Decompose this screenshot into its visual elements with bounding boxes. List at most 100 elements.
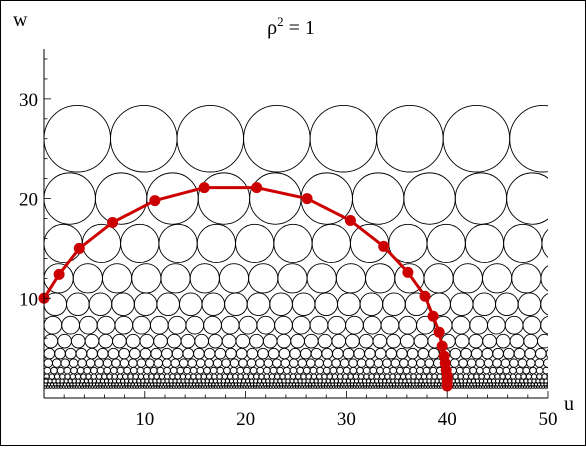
lattice-circle-row-0	[309, 105, 378, 173]
lattice-circle-row-8	[306, 358, 316, 368]
lattice-circle-row-2	[44, 223, 83, 264]
lattice-circle-row-11	[289, 378, 295, 384]
lattice-circle-row-8	[348, 358, 358, 368]
lattice-circle-row-11	[71, 378, 77, 384]
lattice-circle-row-7	[310, 347, 323, 360]
lattice-circle-row-11	[132, 378, 138, 384]
lattice-circle-row-11	[241, 378, 247, 384]
lattice-circle-row-7	[385, 347, 398, 360]
lattice-circle-row-10	[426, 373, 433, 380]
lattice-circle-row-10	[279, 373, 286, 380]
lattice-circle-row-10	[489, 373, 496, 380]
lattice-circle-row-10	[132, 373, 139, 380]
lattice-circle-row-11	[257, 378, 263, 384]
lattice-circle-row-9	[283, 366, 291, 375]
lattice-circle-row-8	[339, 358, 350, 368]
lattice-circle-row-10	[368, 373, 375, 380]
x-tick-label: 50	[539, 409, 558, 430]
lattice-circle-row-10	[247, 373, 255, 380]
lattice-circle-row-0	[376, 105, 444, 173]
lattice-circle-row-4	[540, 293, 548, 316]
lattice-circle-row-11	[55, 378, 61, 384]
x-axis-label: u	[564, 393, 574, 415]
lattice-circle-row-8	[212, 358, 223, 368]
lattice-circle-row-9	[376, 366, 384, 375]
lattice-circle-row-10	[510, 373, 517, 380]
lattice-circle-row-6	[57, 333, 72, 349]
lattice-circle-row-9	[50, 366, 58, 375]
lattice-circle-row-2	[196, 223, 236, 264]
lattice-circle-row-6	[482, 333, 497, 349]
lattice-circle-row-11	[208, 378, 214, 384]
lattice-circle-row-7	[481, 347, 494, 360]
lattice-circle-row-9	[522, 366, 531, 375]
lattice-circle-row-10	[227, 373, 234, 380]
lattice-circle-row-10	[473, 373, 480, 380]
lattice-circle-row-5	[362, 315, 382, 335]
lattice-circle-row-7	[321, 347, 333, 360]
red-data-point	[433, 326, 445, 338]
lattice-circle-row-0	[509, 105, 548, 173]
lattice-circle-row-11	[454, 378, 460, 384]
lattice-circle-row-4	[111, 292, 135, 317]
lattice-circle-row-7	[54, 347, 66, 360]
lattice-circle-row-10	[48, 373, 55, 380]
lattice-circle-row-9	[189, 366, 198, 375]
lattice-circle-row-8	[322, 358, 333, 368]
lattice-circle-row-4	[517, 292, 542, 317]
lattice-circle-row-3	[102, 263, 133, 294]
lattice-circle-row-4	[291, 292, 316, 317]
lattice-circle-row-5	[504, 315, 524, 335]
lattice-circle-row-3	[482, 263, 513, 294]
lattice-circle-row-10	[316, 373, 323, 380]
lattice-circle-row-8	[263, 358, 274, 368]
lattice-circle-row-10	[331, 373, 338, 380]
lattice-circle-row-11	[233, 378, 238, 384]
lattice-circle-row-11	[140, 378, 146, 384]
lattice-circle-row-10	[221, 373, 228, 380]
lattice-circle-row-10	[300, 373, 307, 380]
lattice-circle-row-9	[316, 366, 324, 375]
lattice-circle-row-10	[143, 373, 150, 380]
lattice-circle-row-4	[88, 292, 113, 317]
lattice-circle-row-9	[329, 366, 338, 375]
y-tick-label: 30	[19, 90, 38, 111]
lattice-circle-row-5	[327, 315, 347, 335]
lattice-circle-row-6	[194, 333, 209, 349]
lattice-circle-row-11	[99, 378, 105, 384]
lattice-circle-row-10	[174, 373, 181, 380]
lattice-circle-row-9	[203, 366, 211, 375]
axes: 10 20 30 40 50 10 20 30	[19, 49, 558, 430]
red-curve-group	[38, 182, 453, 392]
lattice-circle-row-9	[296, 366, 304, 375]
lattice-circle-row-11	[515, 378, 521, 384]
lattice-circle-row-11	[176, 378, 182, 384]
lattice-circle-row-10	[64, 373, 71, 380]
lattice-circle-row-9	[196, 366, 205, 375]
lattice-circle-row-8	[543, 358, 548, 368]
lattice-circle-row-11	[172, 378, 178, 384]
lattice-circle-row-9	[116, 366, 125, 375]
lattice-circle-row-8	[128, 358, 138, 368]
lattice-circle-row-7	[139, 347, 152, 360]
lattice-circle-row-7	[203, 347, 216, 360]
lattice-circle-row-9	[369, 366, 378, 375]
lattice-circle-row-11	[95, 378, 101, 384]
lattice-circle-row-1	[44, 172, 96, 225]
lattice-circle-row-9	[143, 366, 151, 375]
lattice-circle-row-9	[56, 366, 65, 375]
lattice-circle-row-11	[273, 378, 279, 384]
lattice-circle-row-6	[454, 333, 470, 349]
lattice-circle-row-7	[193, 347, 205, 360]
lattice-circle-row-8	[255, 358, 265, 368]
circle-grid	[44, 105, 548, 389]
lattice-circle-row-7	[396, 347, 408, 360]
lattice-circle-row-7	[492, 347, 504, 360]
lattice-circle-row-2	[311, 223, 351, 264]
lattice-circle-row-11	[499, 378, 505, 384]
lattice-circle-row-5	[398, 315, 418, 335]
lattice-circle-row-8	[60, 358, 70, 368]
lattice-circle-row-5	[380, 315, 400, 335]
y-tick-label: 20	[19, 190, 38, 211]
lattice-circle-row-9	[429, 366, 437, 375]
